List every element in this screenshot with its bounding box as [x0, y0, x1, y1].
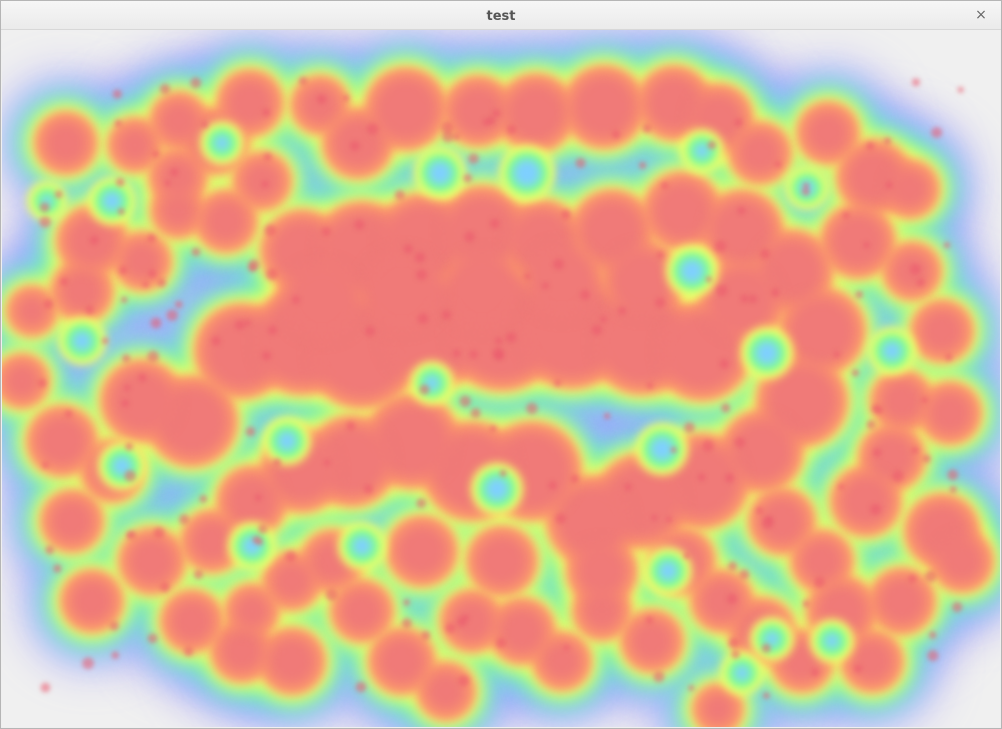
- close-icon[interactable]: ×: [975, 7, 987, 23]
- heatmap-canvas-area: [2, 30, 1000, 727]
- heatmap-canvas: [2, 30, 1000, 727]
- window-title: test: [486, 9, 516, 24]
- title-bar[interactable]: test ×: [1, 1, 1001, 30]
